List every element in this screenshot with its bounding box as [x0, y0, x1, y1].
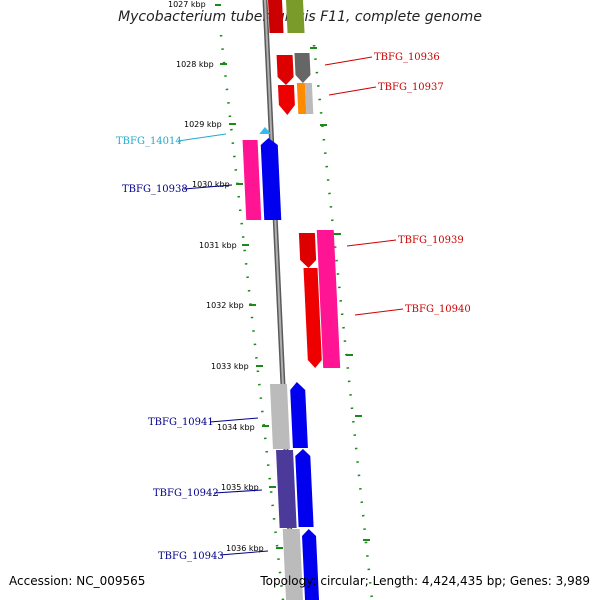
- gene-feature[interactable]: [295, 449, 314, 527]
- tick-label: 1029 kbp: [184, 120, 222, 129]
- gene-label-tbfg-10938: TBFG_10938: [122, 184, 188, 195]
- gene-label-tbfg-10941: TBFG_10941: [148, 417, 214, 428]
- gene-feature[interactable]: [304, 83, 314, 114]
- tick-label: 1033 kbp: [211, 362, 249, 371]
- gene-feature[interactable]: [302, 529, 320, 600]
- gene-feature[interactable]: [294, 53, 311, 83]
- gene-label-tbfg-10942: TBFG_10942: [153, 488, 219, 499]
- gene-feature[interactable]: [298, 233, 317, 268]
- tick-label: 1034 kbp: [217, 423, 255, 432]
- accession-label: Accession: NC_009565: [9, 574, 146, 588]
- gene-feature[interactable]: [277, 85, 295, 115]
- right-tick-marks: [310, 47, 370, 541]
- tick-label: 1031 kbp: [199, 241, 237, 250]
- gene-feature[interactable]: [268, 0, 284, 33]
- gene-feature[interactable]: [242, 140, 262, 220]
- gene-feature[interactable]: [269, 384, 290, 449]
- gene-feature[interactable]: [260, 138, 282, 220]
- gene-feature[interactable]: [316, 230, 341, 368]
- outer-guide-left: [219, 34, 285, 600]
- tick-label: 1032 kbp: [206, 301, 244, 310]
- gene-feature[interactable]: [303, 268, 323, 368]
- tick-label: 1028 kbp: [176, 60, 214, 69]
- gene-feature[interactable]: [296, 83, 307, 114]
- tick-label: 1027 kbp: [168, 0, 206, 9]
- label-leaders: [177, 56, 404, 556]
- gene-features: [242, 0, 341, 600]
- gene-label-tbfg-10939: TBFG_10939: [398, 235, 464, 246]
- gene-label-tbfg-10943: TBFG_10943: [158, 551, 224, 562]
- gene-feature[interactable]: [290, 382, 308, 448]
- gene-feature[interactable]: [259, 127, 272, 134]
- gene-feature[interactable]: [282, 529, 304, 600]
- gene-label-tbfg-14014: TBFG_14014: [116, 136, 182, 147]
- gene-label-tbfg-10937: TBFG_10937: [378, 82, 444, 93]
- tick-label: 1036 kbp: [226, 544, 264, 553]
- tick-label: 1030 kbp: [192, 180, 230, 189]
- gene-label-tbfg-10940: TBFG_10940: [405, 304, 471, 315]
- tick-label: 1035 kbp: [221, 483, 259, 492]
- gene-feature[interactable]: [276, 450, 297, 528]
- gene-label-tbfg-10936: TBFG_10936: [374, 52, 440, 63]
- topology-label: Topology: circular; Length: 4,424,435 bp…: [260, 574, 590, 588]
- gene-feature[interactable]: [276, 55, 294, 85]
- gene-feature[interactable]: [286, 0, 305, 33]
- tick-marks: [215, 4, 283, 549]
